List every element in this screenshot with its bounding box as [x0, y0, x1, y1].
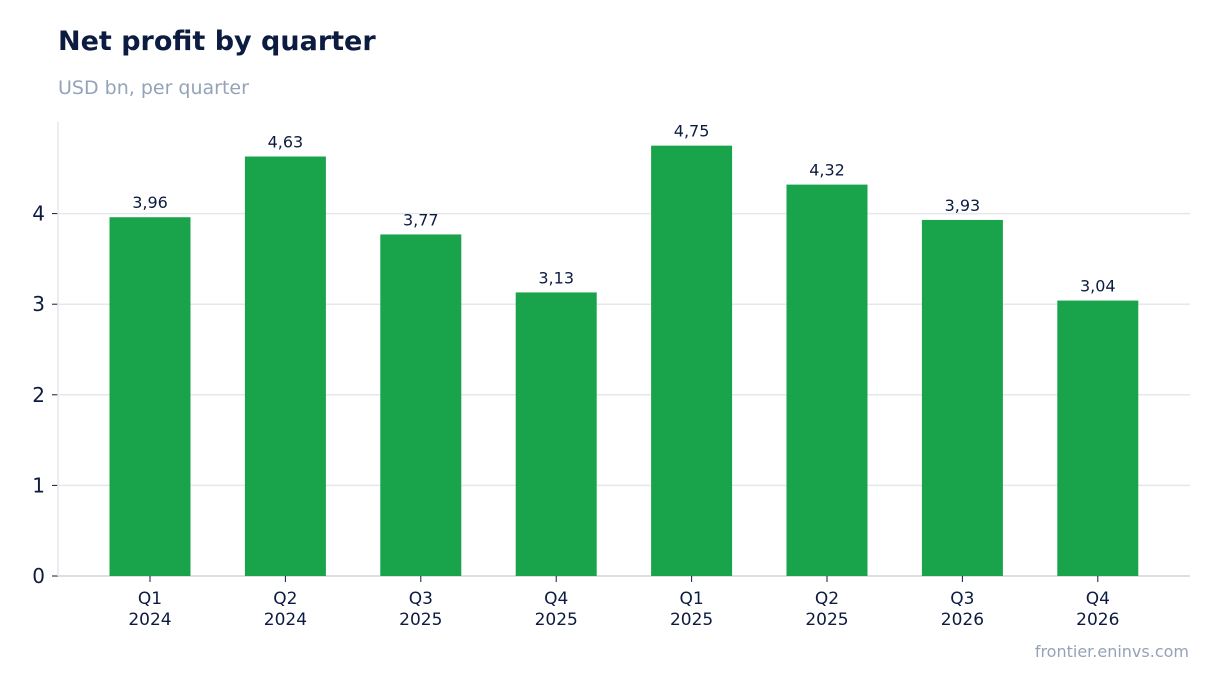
x-tick-label: Q3: [950, 589, 974, 609]
x-tick-label: Q3: [409, 589, 433, 609]
x-tick-label: 2026: [1076, 610, 1119, 630]
bar: [651, 145, 733, 576]
data-label: 3,96: [132, 193, 168, 212]
x-tick-label: Q2: [273, 589, 297, 609]
data-label: 4,32: [809, 161, 845, 180]
data-label: 3,77: [403, 210, 439, 229]
bar: [1057, 300, 1139, 576]
bar: [515, 292, 597, 576]
y-tick-label: 3: [32, 292, 45, 316]
data-label: 3,04: [1080, 277, 1116, 296]
source-credit: frontier.eninvs.com: [1034, 642, 1189, 661]
x-tick-label: 2026: [941, 610, 984, 630]
y-tick-label: 4: [32, 202, 45, 226]
x-tick-label: Q2: [815, 589, 839, 609]
bar: [109, 217, 191, 576]
x-tick-label: 2024: [128, 610, 171, 630]
bar: [921, 219, 1003, 576]
bar: [380, 234, 462, 577]
bar: [244, 156, 326, 576]
x-tick-label: Q1: [138, 589, 162, 609]
x-tick-label: 2025: [805, 610, 848, 630]
y-tick-label: 1: [32, 473, 45, 497]
x-tick-label: 2025: [399, 610, 442, 630]
x-tick-label: 2025: [670, 610, 713, 630]
x-tick-label: Q1: [679, 589, 703, 609]
y-tick-label: 2: [32, 383, 45, 407]
chart-title: Net profit by quarter: [58, 26, 376, 57]
data-label: 4,75: [674, 122, 710, 141]
x-tick-label: Q4: [544, 589, 568, 609]
data-label: 3,13: [538, 268, 574, 287]
x-tick-label: Q4: [1086, 589, 1110, 609]
x-tick-label: 2024: [264, 610, 307, 630]
bar: [786, 184, 868, 576]
y-tick-label: 0: [32, 564, 45, 588]
data-label: 3,93: [945, 196, 981, 215]
data-label: 4,63: [268, 133, 304, 152]
chart-subtitle: USD bn, per quarter: [58, 77, 249, 99]
x-tick-label: 2025: [535, 610, 578, 630]
